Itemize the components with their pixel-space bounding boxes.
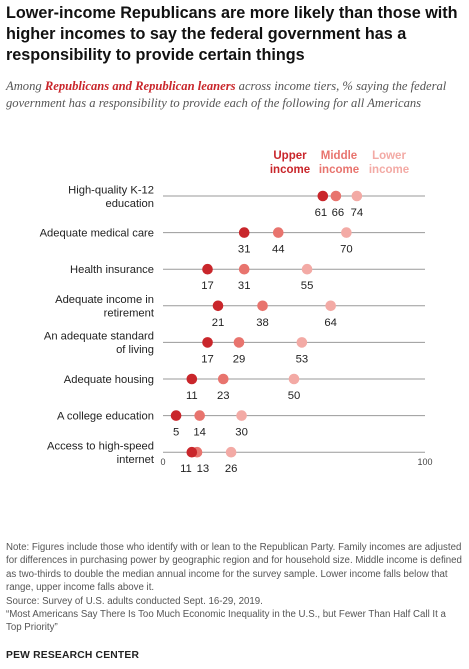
- data-point: [296, 337, 308, 348]
- value-label: 11: [180, 463, 192, 475]
- data-point: [233, 337, 245, 348]
- legend-label: Middle income: [319, 150, 359, 176]
- credit-logo-text: PEW RESEARCH CENTER: [6, 650, 140, 661]
- value-label: 61: [315, 207, 328, 219]
- chart-title: Lower-income Republicans are more likely…: [6, 4, 458, 64]
- value-label: 26: [225, 463, 238, 475]
- data-point: [194, 410, 205, 421]
- category-label: Adequate housing: [64, 374, 154, 386]
- legend-label: Lower income: [369, 150, 409, 176]
- data-point: [330, 190, 342, 202]
- value-label: 30: [235, 427, 248, 439]
- data-point: [257, 300, 268, 312]
- data-point: [202, 263, 213, 275]
- data-point: [202, 337, 213, 348]
- axis-tick-label: 0: [160, 457, 165, 467]
- value-label: 38: [256, 317, 269, 329]
- data-point: [212, 300, 224, 312]
- data-point: [170, 410, 182, 421]
- data-point: [186, 373, 198, 385]
- data-point: [236, 410, 247, 421]
- value-label: 14: [193, 427, 206, 439]
- category-label: High-quality K-12 education: [68, 184, 154, 210]
- value-label: 5: [173, 427, 179, 439]
- note-text: Note: Figures include those who identify…: [6, 542, 462, 594]
- value-label: 13: [197, 463, 210, 475]
- legend-label: Upper income: [270, 150, 310, 176]
- value-label: 31: [238, 244, 251, 256]
- data-point: [288, 373, 300, 385]
- chart-subtitle: Among Republicans and Republican leaners…: [6, 78, 464, 112]
- value-label: 55: [301, 280, 314, 292]
- value-label: 64: [324, 317, 337, 329]
- axis-tick-label: 100: [417, 457, 432, 467]
- value-label: 31: [238, 280, 251, 292]
- data-point: [186, 446, 198, 458]
- value-label: 44: [272, 244, 285, 256]
- data-point: [217, 373, 229, 385]
- subtitle-suffix: across income tiers, % saying the federa…: [6, 79, 447, 110]
- data-point: [351, 190, 363, 202]
- data-point: [325, 300, 336, 312]
- category-label: Adequate medical care: [40, 228, 154, 240]
- value-label: 50: [288, 390, 301, 402]
- value-label: 23: [217, 390, 230, 402]
- subtitle-highlight: Republicans and Republican leaners: [44, 79, 236, 93]
- category-label: Adequate income in retirement: [55, 294, 155, 320]
- data-point: [272, 227, 284, 238]
- data-point: [341, 227, 352, 238]
- data-point: [225, 446, 237, 458]
- value-label: 17: [201, 280, 214, 292]
- data-point: [238, 227, 250, 238]
- value-label: 53: [296, 353, 309, 365]
- category-label: Access to high-speed internet: [47, 440, 155, 466]
- report-title: “Most Americans Say There Is Too Much Ec…: [6, 609, 446, 634]
- data-point: [238, 263, 250, 275]
- value-label: 74: [351, 207, 364, 219]
- value-label: 17: [201, 353, 214, 365]
- category-label: A college education: [57, 411, 154, 423]
- value-label: 29: [233, 353, 246, 365]
- source-text: Source: Survey of U.S. adults conducted …: [6, 595, 263, 607]
- dot-plot: Upper income Middle income Lower income High-q…: [40, 150, 433, 475]
- category-label: An adequate standard of living: [44, 331, 154, 357]
- value-label: 66: [332, 207, 345, 219]
- data-point: [317, 190, 329, 202]
- footnotes: Note: Figures include those who identify…: [6, 541, 464, 635]
- category-label: Health insurance: [70, 264, 154, 276]
- data-point: [301, 263, 313, 275]
- value-label: 11: [186, 390, 198, 402]
- subtitle-prefix: Among: [6, 79, 45, 93]
- value-label: 21: [212, 317, 225, 329]
- value-label: 70: [340, 244, 353, 256]
